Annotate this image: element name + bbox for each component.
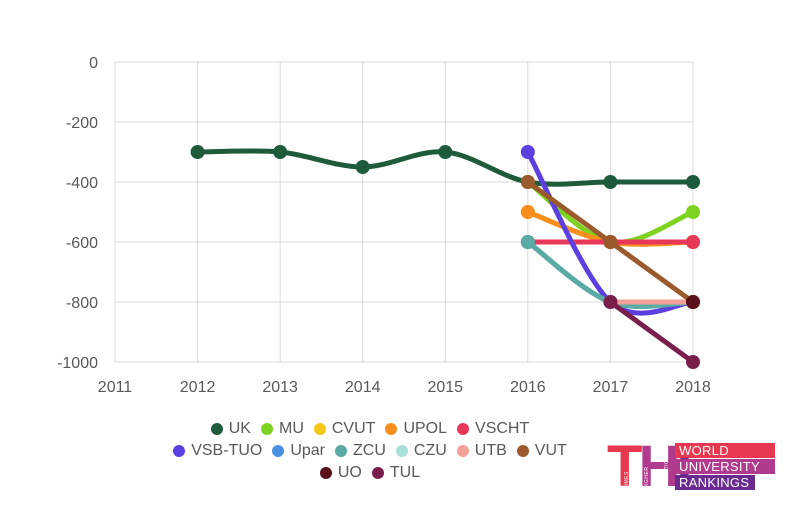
legend-label-czu: CZU [413, 442, 447, 459]
legend-label-upol: UPOL [403, 420, 448, 437]
x-tick-label-5: 2016 [510, 379, 546, 396]
data-point-uk-1 [273, 145, 288, 159]
legend-item-upar: Upar [272, 442, 325, 460]
logo-line-world: WORLD [675, 443, 775, 458]
y-axis-ticks: 0 -200 -400 -600 -800 -1000 [57, 55, 98, 372]
legend: UK MU CVUT UPOL VSCHT VSB-TUO Upar ZCU CZU UTB VUT… [150, 420, 590, 486]
x-tick-label-1: 2012 [180, 379, 216, 396]
legend-label-upar: Upar [290, 442, 326, 459]
data-point-mu-2 [686, 205, 700, 219]
logo-line-university: UNIVERSITY [675, 459, 775, 474]
legend-marker-vsb-tuo [173, 445, 186, 457]
legend-item-zcu: ZCU [335, 442, 386, 460]
legend-marker-utb [456, 445, 469, 457]
data-point-uk-6 [686, 175, 700, 189]
data-point-uk-5 [603, 175, 618, 189]
legend-marker-upol [385, 423, 398, 435]
logo-text-education: EDUCATION [664, 455, 670, 489]
legend-label-tul: TUL [389, 464, 421, 481]
legend-marker-cvut [313, 423, 326, 435]
legend-item-vscht: VSCHT [457, 420, 529, 438]
legend-label-vsb-tuo: VSB-TUO [191, 442, 263, 459]
line-chart: 0-200-400-600-800-1000 2011 2012 2013 2014 2… [57, 55, 711, 396]
series-lines [190, 145, 700, 369]
y-tick-label-0: 0 [89, 55, 98, 72]
data-point-upol-0 [520, 205, 535, 219]
legend-item-tul: TUL [371, 464, 421, 482]
data-point-tul-0 [603, 295, 618, 309]
data-point-uo-0 [686, 295, 700, 309]
data-point-uk-2 [355, 160, 370, 174]
logo-text-times: TIMES [624, 471, 630, 489]
legend-marker-tul [371, 467, 384, 479]
y-tick-label-2: -400 [66, 175, 98, 192]
legend-marker-uk [210, 423, 223, 435]
legend-label-uo: UO [337, 464, 362, 481]
legend-item-utb: UTB [456, 442, 507, 460]
y-tick-label-5: -1000 [57, 355, 98, 372]
legend-label-vut: VUT [534, 442, 567, 459]
legend-marker-uo [319, 467, 332, 479]
data-point-vsb-tuo-0 [520, 145, 535, 159]
y-tick-label-1: -200 [66, 115, 98, 132]
legend-item-vut: VUT [516, 442, 567, 460]
x-tick-label-2: 2013 [262, 379, 298, 396]
data-point-uk-3 [438, 145, 453, 159]
y-tick-label-3: -600 [66, 235, 98, 252]
legend-item-cvut: CVUT [313, 420, 376, 438]
series-line-vsb-tuo [525, 149, 696, 316]
legend-item-vsb-tuo: VSB-TUO [173, 442, 262, 460]
legend-item-czu: CZU [395, 442, 447, 460]
grid [114, 61, 694, 363]
data-point-vut-1 [603, 235, 618, 249]
legend-item-mu: MU [260, 420, 304, 438]
legend-row-2: UO TUL [150, 464, 590, 482]
x-tick-label-3: 2014 [345, 379, 381, 396]
legend-label-mu: MU [278, 420, 304, 437]
legend-marker-upar [272, 445, 285, 457]
data-point-vscht-2 [686, 235, 700, 249]
data-point-zcu-0 [520, 235, 535, 249]
legend-label-utb: UTB [474, 442, 507, 459]
legend-item-upol: UPOL [385, 420, 447, 438]
x-tick-label-0: 2011 [98, 379, 133, 396]
legend-row-0: UK MU CVUT UPOL VSCHT [150, 420, 590, 438]
legend-marker-vut [516, 445, 529, 457]
legend-label-cvut: CVUT [331, 420, 376, 437]
legend-row-1: VSB-TUO Upar ZCU CZU UTB VUT [150, 442, 590, 460]
data-point-uk-0 [190, 145, 205, 159]
x-axis-ticks: 2011 2012 2013 2014 2015 2016 2017 2018 [98, 379, 711, 396]
x-tick-label-6: 2017 [593, 379, 629, 396]
logo-line-rankings: RANKINGS [675, 475, 755, 490]
legend-marker-czu [395, 445, 408, 457]
logo-letter-h: H [638, 434, 680, 499]
legend-marker-mu [260, 423, 273, 435]
the-rankings-logo: THE TIMES HIGHER EDUCATION WORLD UNIVERS… [607, 434, 775, 499]
x-tick-label-7: 2018 [675, 379, 711, 396]
legend-marker-vscht [457, 423, 470, 435]
data-point-vut-0 [520, 175, 535, 189]
series-line-tul [607, 299, 696, 365]
logo-letter-t: T [607, 434, 642, 499]
legend-label-zcu: ZCU [353, 442, 386, 459]
legend-item-uo: UO [319, 464, 362, 482]
legend-marker-zcu [335, 445, 348, 457]
legend-item-uk: UK [210, 420, 251, 438]
legend-label-uk: UK [228, 420, 251, 437]
y-tick-label-4: -800 [66, 295, 98, 312]
x-tick-label-4: 2015 [427, 379, 463, 396]
legend-label-vscht: VSCHT [475, 420, 530, 437]
logo-text-higher: HIGHER [644, 466, 650, 489]
data-point-tul-1 [686, 355, 700, 369]
